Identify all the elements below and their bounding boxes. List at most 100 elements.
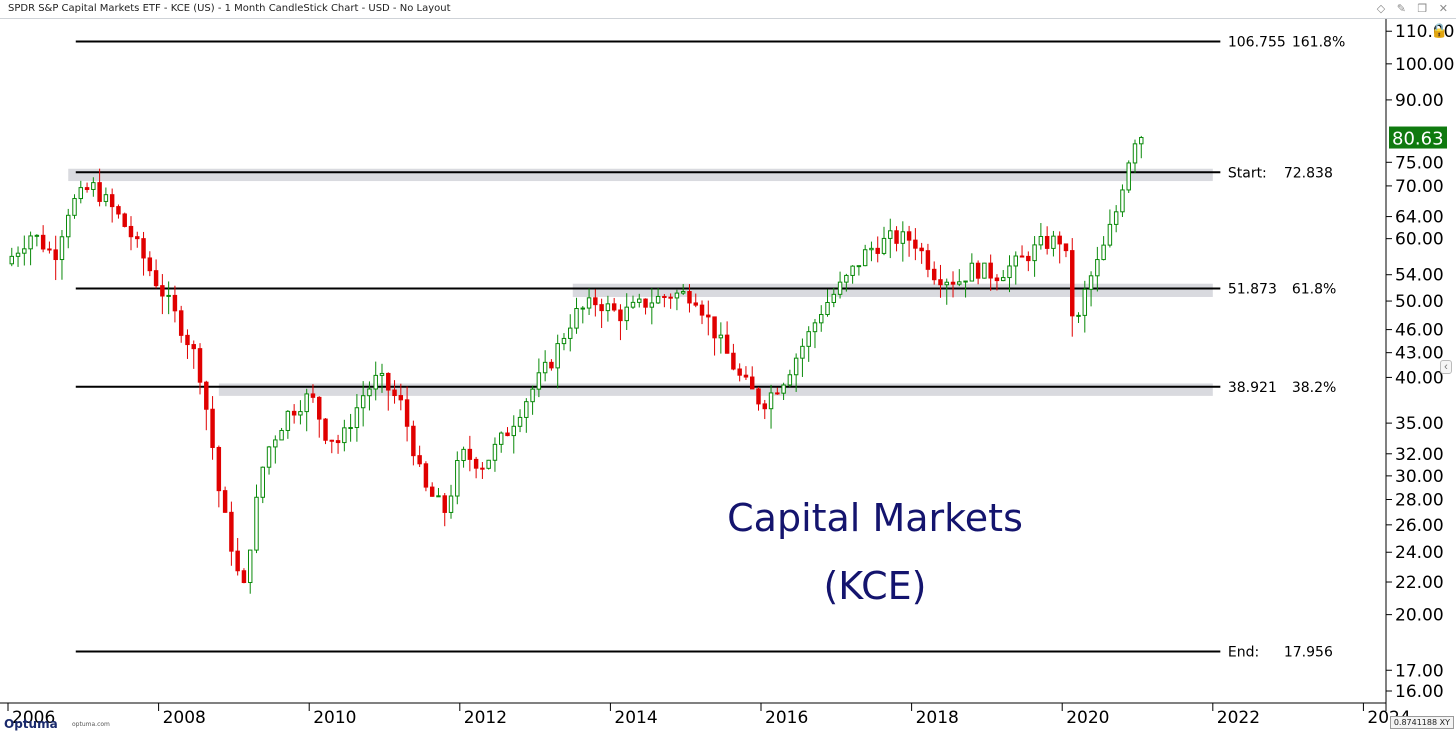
y-tick-label: 40.00 — [1395, 368, 1444, 388]
candle-body — [436, 495, 441, 498]
candle-body — [404, 399, 410, 427]
y-tick-label: 17.00 — [1395, 661, 1444, 681]
x-tick-label: 2010 — [313, 708, 356, 728]
x-tick-label: 2018 — [916, 708, 959, 728]
price-chart[interactable]: 106.755 161.8% Start: 72.838 51.873 61.8% 38.9… — [0, 19, 1456, 734]
level-pct-0: 161.8% — [1292, 34, 1345, 50]
chevron-left-icon[interactable]: ‹ — [1440, 360, 1452, 374]
diamond-icon[interactable]: ◇ — [1376, 2, 1386, 15]
candle-body — [888, 230, 893, 239]
y-tick-label: 35.00 — [1395, 414, 1444, 434]
candle-body — [925, 250, 931, 270]
y-tick-label: 64.00 — [1395, 208, 1444, 228]
candle-body — [47, 248, 52, 251]
candle-body — [856, 265, 862, 268]
candle-body — [273, 439, 278, 448]
candle-body — [153, 270, 159, 287]
candle-body — [22, 248, 27, 254]
level-pct-3: 38.2% — [1292, 380, 1336, 396]
candle-body — [1051, 235, 1056, 249]
y-tick-label: 110.00 — [1395, 22, 1454, 42]
candle-body — [392, 389, 397, 397]
level-pct-2: 61.8% — [1292, 281, 1336, 297]
y-tick-label: 26.00 — [1395, 516, 1444, 536]
candle-body — [1082, 288, 1088, 316]
candle-body — [329, 439, 335, 442]
candle-body — [480, 467, 485, 470]
candle-body — [957, 281, 962, 285]
candle-body — [894, 230, 899, 244]
candle-body — [524, 401, 529, 418]
candle-body — [931, 268, 937, 281]
x-tick-label: 2020 — [1066, 708, 1109, 728]
window-title: SPDR S&P Capital Markets ETF - KCE (US) … — [8, 3, 451, 14]
candle-body — [724, 334, 730, 354]
candle-body — [260, 466, 265, 498]
candle-body — [693, 302, 698, 306]
y-tick-label: 50.00 — [1395, 292, 1444, 312]
y-tick-label: 20.00 — [1395, 606, 1444, 626]
candle-body — [379, 372, 385, 376]
candle-body — [1101, 244, 1106, 261]
pin-icon[interactable]: ✎ — [1396, 2, 1406, 15]
level-pct-1: 72.838 — [1284, 165, 1333, 181]
candle-body — [1132, 143, 1138, 164]
lock-icon[interactable]: 🔒 — [1430, 22, 1448, 38]
level-pct-4: 17.956 — [1284, 645, 1333, 661]
candle-body — [317, 396, 322, 420]
candle-body — [706, 314, 711, 318]
candle-body — [837, 281, 843, 295]
candle-body — [869, 247, 874, 251]
candle-body — [580, 307, 586, 310]
candle-body — [624, 306, 629, 322]
candle-body — [668, 296, 673, 299]
chart-subtitle: (KCE) — [823, 564, 926, 608]
candle-body — [599, 304, 604, 312]
candle-body — [235, 550, 240, 572]
candle-body — [781, 384, 786, 394]
candle-body — [304, 393, 309, 413]
candle-body — [913, 239, 918, 249]
candle-body — [1120, 189, 1125, 213]
candle-body — [505, 432, 510, 437]
candle-body — [323, 418, 328, 441]
level-label-3: 38.921 — [1228, 380, 1277, 396]
candle-body — [756, 388, 761, 405]
candle-body — [128, 225, 134, 238]
candle-body — [1113, 211, 1119, 225]
candle-body — [994, 277, 1000, 282]
candle-body — [398, 395, 404, 401]
candle-body — [204, 381, 209, 410]
close-icon[interactable]: ✕ — [1438, 2, 1448, 15]
candle-body — [806, 331, 811, 347]
candle-body — [1032, 244, 1037, 262]
candle-body — [775, 392, 780, 395]
candle-body — [662, 295, 667, 298]
last-price-tag: 80.63 — [1389, 126, 1447, 150]
candle-body — [178, 310, 184, 336]
candle-body — [335, 440, 341, 444]
candle-body — [185, 334, 190, 346]
candle-body — [969, 262, 975, 282]
candle-body — [229, 511, 234, 552]
candle-body — [147, 257, 153, 272]
candle-body — [1026, 255, 1031, 262]
candle-body — [166, 294, 171, 297]
x-tick-label: 2008 — [163, 708, 206, 728]
restore-icon[interactable]: ❐ — [1417, 2, 1428, 15]
candle-body — [963, 280, 968, 283]
candle-body — [417, 455, 422, 465]
candle-body — [1057, 235, 1062, 245]
candle-body — [442, 495, 447, 513]
candle-body — [906, 231, 912, 241]
y-tick-label: 90.00 — [1395, 91, 1444, 111]
candle-body — [141, 238, 146, 259]
candle-body — [122, 213, 127, 227]
candle-body — [40, 234, 46, 250]
candle-body — [900, 231, 906, 244]
candle-body — [247, 549, 253, 584]
candle-body — [354, 407, 360, 429]
candle-body — [84, 187, 90, 190]
candle-body — [762, 403, 767, 410]
candle-body — [680, 291, 686, 294]
